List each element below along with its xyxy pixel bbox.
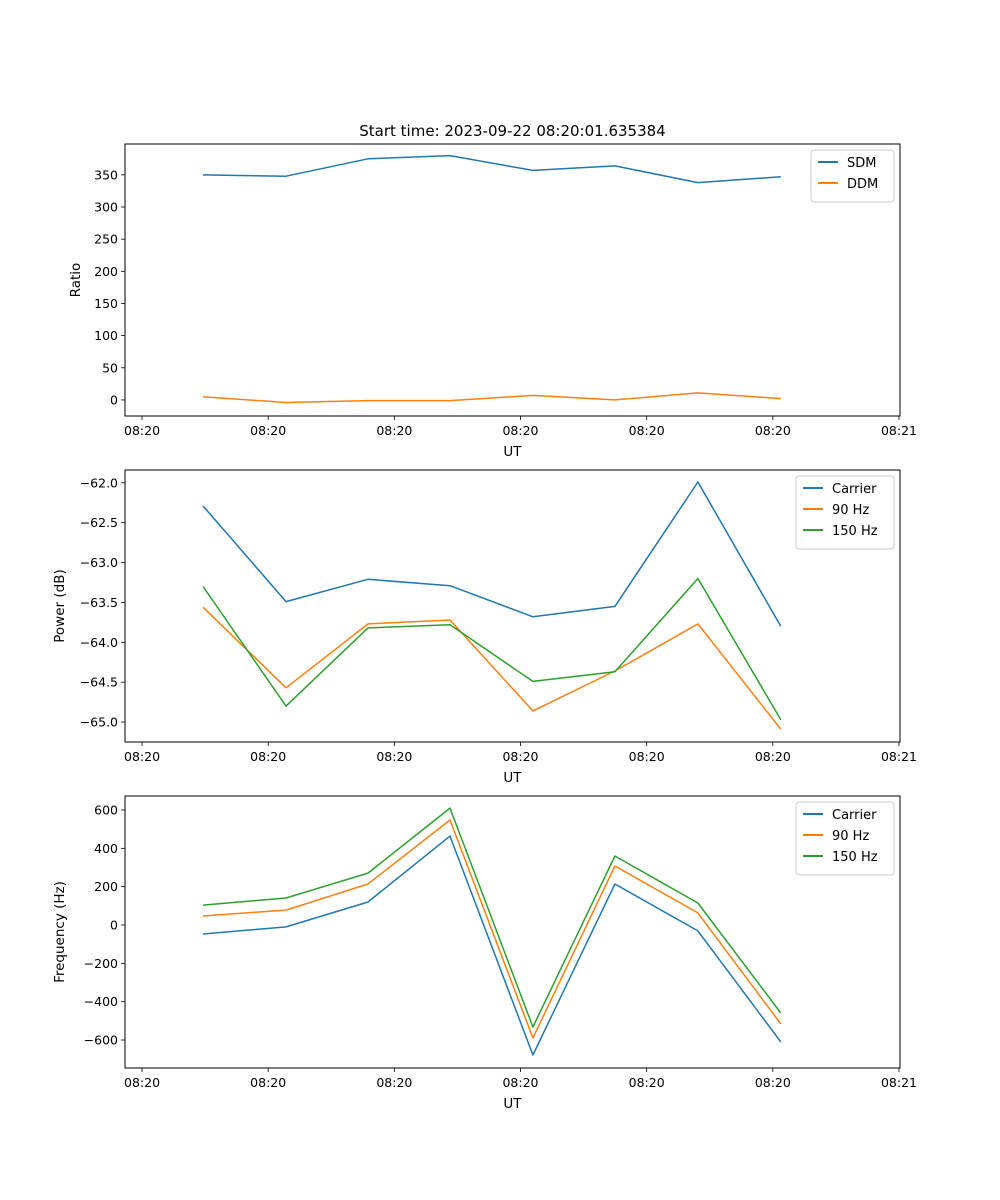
y-tick-label: 100	[94, 328, 118, 343]
y-tick-label: −400	[84, 994, 118, 1009]
series-line-carrier	[202, 481, 782, 627]
y-tick-label: −65.0	[80, 715, 118, 730]
y-tick-label: 200	[94, 879, 118, 894]
x-tick-label: 08:21	[881, 423, 917, 438]
y-tick-label: 600	[94, 802, 118, 817]
series-line-90-hz	[202, 819, 782, 1039]
x-tick-label: 08:20	[755, 1075, 791, 1090]
axes-frame	[124, 143, 901, 417]
subplot-1: Start time: 2023-09-22 08:20:01.635384 08…	[68, 122, 917, 460]
x-tick-label: 08:20	[124, 423, 160, 438]
x-tick-label: 08:21	[881, 1075, 917, 1090]
y-tick-label: 250	[94, 232, 118, 247]
legend: SDM DDM	[810, 149, 895, 203]
y-tick-label: −63.5	[80, 595, 118, 610]
y-tick-label: −62.5	[80, 515, 118, 530]
series-line-ddm	[202, 392, 781, 404]
x-tick-label: 08:20	[502, 1075, 538, 1090]
y-tick-label: −200	[84, 956, 118, 971]
x-tick-label: 08:20	[124, 749, 160, 764]
legend-label: 90 Hz	[832, 829, 869, 844]
legend-label: SDM	[847, 156, 876, 171]
x-tick-label: 08:20	[629, 423, 665, 438]
x-tick-label: 08:20	[629, 749, 665, 764]
x-tick-label: 08:20	[376, 423, 412, 438]
x-tick-label: 08:20	[755, 423, 791, 438]
x-tick-label: 08:20	[502, 423, 538, 438]
y-tick-label: 300	[94, 200, 118, 215]
legend-label: DDM	[847, 177, 878, 192]
legend: Carrier 90 Hz 150 Hz	[795, 801, 895, 876]
x-axis-label: UT	[503, 770, 522, 786]
axes-frame	[124, 469, 901, 743]
series-line-150-hz	[202, 577, 782, 721]
subplot-2: 08:20 08:20 08:20 08:20 08:20 08:20 08:21 UT −65…	[52, 469, 917, 786]
x-tick-label: 08:20	[124, 1075, 160, 1090]
series-line-carrier	[202, 835, 782, 1056]
x-tick-label: 08:20	[376, 1075, 412, 1090]
x-tick-label: 08:20	[250, 423, 286, 438]
x-axis-label: UT	[503, 444, 522, 460]
subplot-3: 08:20 08:20 08:20 08:20 08:20 08:20 08:21 UT −60…	[52, 795, 917, 1112]
legend-label: 90 Hz	[832, 503, 869, 518]
x-tick-label: 08:20	[250, 1075, 286, 1090]
legend-label: 150 Hz	[832, 850, 878, 865]
y-axis-label: Power (dB)	[52, 569, 68, 642]
series-line-150-hz	[202, 807, 782, 1028]
legend-label: Carrier	[832, 482, 877, 497]
y-tick-label: 200	[94, 264, 118, 279]
x-tick-label: 08:21	[881, 749, 917, 764]
chart-title: Start time: 2023-09-22 08:20:01.635384	[359, 122, 665, 140]
y-axis-label: Ratio	[68, 263, 84, 298]
x-tick-label: 08:20	[250, 749, 286, 764]
y-tick-label: −64.0	[80, 635, 118, 650]
y-tick-label: 350	[94, 167, 118, 182]
y-tick-label: −64.5	[80, 675, 118, 690]
y-tick-label: 0	[110, 918, 118, 933]
y-tick-label: 50	[102, 360, 118, 375]
series-line-90-hz	[202, 606, 782, 730]
x-tick-label: 08:20	[629, 1075, 665, 1090]
x-tick-label: 08:20	[755, 749, 791, 764]
y-tick-label: 0	[110, 392, 118, 407]
x-tick-label: 08:20	[376, 749, 412, 764]
series-line-sdm	[202, 154, 781, 184]
x-axis-label: UT	[503, 1096, 522, 1112]
legend-label: 150 Hz	[832, 524, 878, 539]
axes-frame	[124, 795, 901, 1069]
y-tick-label: −600	[84, 1033, 118, 1048]
legend-label: Carrier	[832, 808, 877, 823]
y-tick-label: 400	[94, 841, 118, 856]
y-axis-label: Frequency (Hz)	[52, 881, 68, 983]
y-tick-label: −62.0	[80, 475, 118, 490]
y-tick-label: 150	[94, 296, 118, 311]
x-tick-label: 08:20	[502, 749, 538, 764]
y-tick-label: −63.0	[80, 555, 118, 570]
legend: Carrier 90 Hz 150 Hz	[795, 475, 895, 550]
